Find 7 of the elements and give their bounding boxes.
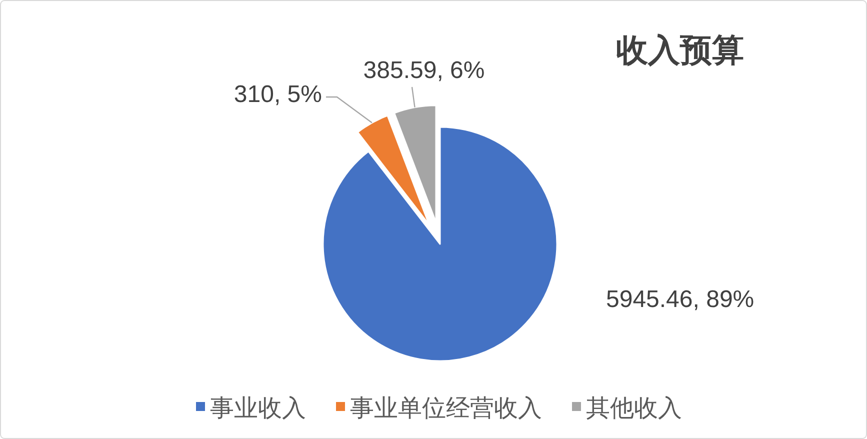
legend-label: 事业单位经营收入 xyxy=(350,395,542,422)
legend-label: 事业收入 xyxy=(210,395,306,422)
data-label: 5945.46, 89% xyxy=(606,286,754,313)
legend-label: 其他收入 xyxy=(586,395,682,422)
data-label: 385.59, 6% xyxy=(363,57,485,84)
chart-title: 收入预算 xyxy=(616,32,744,68)
data-label: 310, 5% xyxy=(234,81,322,108)
